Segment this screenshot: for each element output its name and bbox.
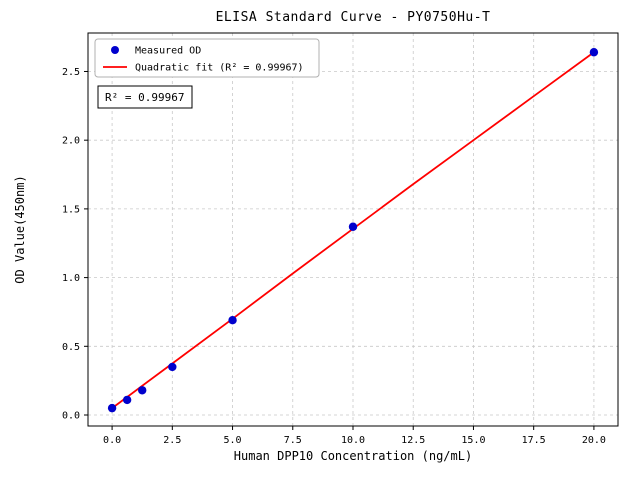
x-tick-label: 10.0 bbox=[341, 435, 365, 446]
x-tick-label: 0.0 bbox=[103, 435, 121, 446]
chart-title: ELISA Standard Curve - PY0750Hu-T bbox=[215, 10, 491, 25]
y-axis-label: OD Value(450nm) bbox=[13, 175, 27, 283]
x-tick-label: 7.5 bbox=[284, 435, 302, 446]
legend-label: Measured OD bbox=[135, 46, 201, 57]
y-tick-label: 0.5 bbox=[62, 342, 80, 353]
annotation-box bbox=[97, 85, 193, 109]
legend-marker-point bbox=[111, 46, 119, 54]
x-tick-label: 2.5 bbox=[163, 435, 181, 446]
x-tick-label: 5.0 bbox=[224, 435, 242, 446]
data-point bbox=[168, 362, 177, 372]
data-point bbox=[107, 403, 117, 413]
y-tick-label: 1.5 bbox=[62, 204, 80, 215]
data-point bbox=[138, 386, 147, 395]
y-tick-label: 0.0 bbox=[62, 411, 80, 422]
data-point bbox=[228, 315, 237, 325]
x-axis-label: Human DPP10 Concentration (ng/mL) bbox=[234, 449, 472, 463]
x-tick-label: 12.5 bbox=[401, 435, 425, 446]
x-tick-label: 17.5 bbox=[522, 435, 546, 446]
x-tick-label: 15.0 bbox=[461, 435, 485, 446]
legend-box bbox=[94, 38, 320, 78]
y-tick-label: 2.0 bbox=[62, 136, 80, 147]
annotation-text: R² = 0.99967 bbox=[105, 91, 184, 104]
y-tick-label: 1.0 bbox=[62, 273, 80, 284]
data-point bbox=[589, 48, 599, 57]
x-tick-label: 20.0 bbox=[582, 435, 606, 446]
legend-label: Quadratic fit (R² = 0.99967) bbox=[135, 63, 304, 74]
legend: Measured OD Quadratic fit (R² = 0.99967) bbox=[94, 38, 320, 78]
y-tick-label: 2.5 bbox=[62, 67, 80, 78]
data-point bbox=[348, 222, 358, 231]
data-point bbox=[122, 395, 132, 405]
